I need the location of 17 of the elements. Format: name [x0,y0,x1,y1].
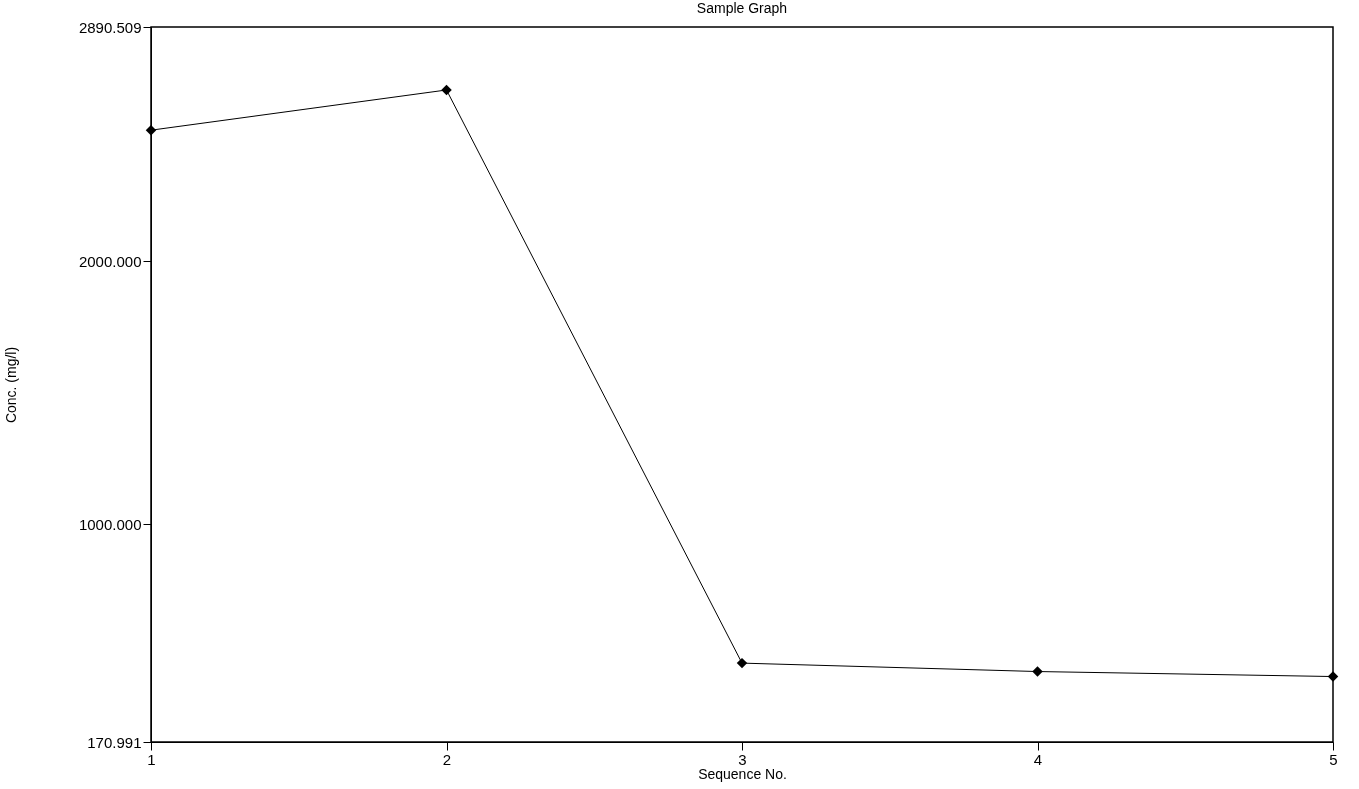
point [1032,666,1043,677]
x-tick-label: 1 [147,750,156,768]
x-tick-label: 4 [1033,750,1043,768]
x-tick-label: 3 [738,750,747,768]
point [1327,671,1339,682]
y-tick-label: 1000.000 [78,515,142,533]
x-tick-label: 2 [442,750,452,768]
y-tick-label: 170.991 [87,733,142,751]
x-axis-title: Sequence No. [698,765,787,782]
point [145,124,157,136]
y-tick-label: 2000.000 [78,252,142,270]
y-axis-title: Conc. (mg/l) [2,346,19,424]
point [736,657,748,669]
y-tick-label: 2890.509 [78,18,142,36]
chart-title: Sample Graph [696,0,788,16]
x-tick-label: 5 [1329,750,1338,768]
point [441,84,452,96]
